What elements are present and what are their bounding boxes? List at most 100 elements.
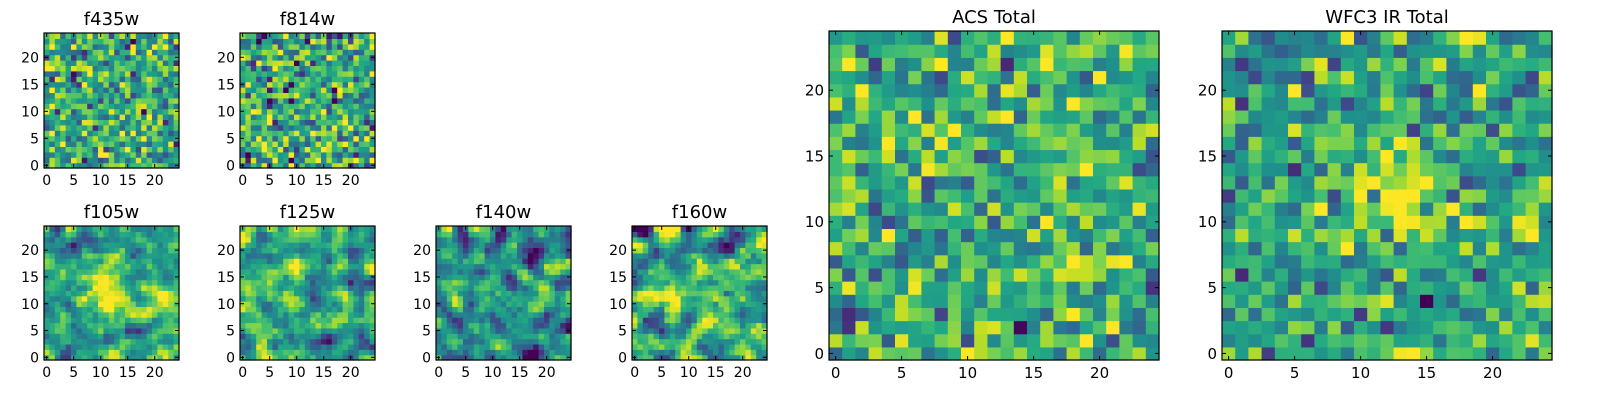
heatmap-cell bbox=[152, 284, 158, 291]
heatmap-cell bbox=[304, 247, 311, 254]
heatmap-cell bbox=[256, 157, 263, 164]
heatmap-cell bbox=[152, 349, 158, 356]
heatmap-cell bbox=[723, 290, 730, 297]
heatmap-cell bbox=[723, 236, 730, 243]
heatmap-cell bbox=[353, 284, 360, 291]
heatmap-cell bbox=[495, 290, 502, 297]
heatmap-cell bbox=[315, 354, 322, 361]
heatmap-cell bbox=[868, 333, 883, 348]
heatmap-cell bbox=[369, 130, 376, 137]
heatmap-cell bbox=[261, 290, 268, 297]
heatmap-cell bbox=[1499, 346, 1513, 361]
heatmap-cell bbox=[637, 306, 644, 313]
heatmap-cell bbox=[511, 338, 518, 345]
heatmap-cell bbox=[756, 311, 763, 318]
heatmap-cell bbox=[108, 141, 115, 147]
heatmap-cell bbox=[326, 258, 333, 265]
heatmap-cell bbox=[310, 301, 317, 307]
heatmap-cell bbox=[1486, 281, 1500, 295]
heatmap-cell bbox=[125, 338, 131, 345]
heatmap-cell bbox=[103, 124, 110, 131]
heatmap-cell bbox=[560, 343, 567, 350]
heatmap-cell bbox=[103, 135, 110, 142]
heatmap-cell bbox=[934, 109, 949, 124]
heatmap-cell bbox=[1053, 109, 1068, 124]
heatmap-cell bbox=[364, 157, 371, 164]
heatmap-cell bbox=[76, 130, 83, 137]
heatmap-cell bbox=[261, 60, 268, 66]
heatmap-cell bbox=[299, 274, 306, 281]
heatmap-cell bbox=[452, 274, 459, 281]
heatmap-cell bbox=[71, 54, 77, 61]
heatmap-cell bbox=[337, 242, 344, 249]
heatmap-cell bbox=[947, 162, 962, 177]
heatmap-cell bbox=[135, 311, 142, 318]
heatmap-cell bbox=[114, 311, 121, 318]
heatmap-cell bbox=[517, 274, 523, 281]
heatmap-cell bbox=[108, 268, 115, 275]
heatmap-cell bbox=[908, 202, 922, 216]
heatmap-cell bbox=[130, 108, 137, 115]
heatmap-cell bbox=[49, 242, 56, 249]
heatmap-cell bbox=[321, 43, 327, 50]
heatmap-cell bbox=[511, 354, 518, 361]
heatmap-cell bbox=[358, 284, 365, 291]
heatmap-cell bbox=[353, 333, 360, 340]
heatmap-cell bbox=[130, 263, 137, 270]
heatmap-cell bbox=[250, 301, 257, 307]
heatmap-cell bbox=[310, 108, 317, 115]
heatmap-cell bbox=[369, 279, 376, 286]
heatmap-cell bbox=[294, 317, 300, 324]
heatmap-cell bbox=[168, 65, 175, 72]
heatmap-cell bbox=[240, 65, 246, 72]
heatmap-cell bbox=[1040, 267, 1054, 282]
heatmap-cell bbox=[310, 92, 317, 99]
heatmap-cell bbox=[288, 354, 295, 361]
heatmap-cell bbox=[71, 157, 77, 164]
heatmap-cell bbox=[522, 226, 529, 232]
heatmap-cell bbox=[1013, 188, 1028, 203]
heatmap-cell bbox=[272, 33, 279, 39]
heatmap-cell bbox=[881, 123, 896, 137]
heatmap-cell bbox=[162, 354, 169, 361]
heatmap-cell bbox=[908, 149, 922, 164]
heatmap-cell bbox=[364, 327, 371, 334]
heatmap-cell bbox=[162, 146, 169, 153]
heatmap-cell bbox=[315, 252, 322, 259]
heatmap-cell bbox=[495, 306, 502, 313]
heatmap-cell bbox=[135, 317, 142, 324]
heatmap-cell bbox=[152, 247, 158, 254]
heatmap-cell bbox=[495, 333, 502, 340]
y-tick-label: 0 bbox=[30, 158, 39, 174]
heatmap-cell bbox=[855, 267, 870, 282]
heatmap-cell bbox=[1079, 215, 1094, 229]
heatmap-cell bbox=[261, 54, 268, 61]
heatmap-cell bbox=[1040, 281, 1054, 295]
heatmap-cell bbox=[162, 87, 169, 93]
heatmap-cell bbox=[103, 322, 110, 329]
heatmap-cell bbox=[468, 284, 475, 291]
heatmap-cell bbox=[272, 114, 279, 120]
heatmap-cell bbox=[240, 76, 246, 83]
heatmap-cell bbox=[1393, 254, 1408, 269]
heatmap-cell bbox=[1301, 333, 1315, 348]
heatmap-cell bbox=[283, 60, 290, 66]
heatmap-cell bbox=[157, 114, 164, 120]
heatmap-cell bbox=[310, 236, 317, 243]
heatmap-cell bbox=[152, 146, 158, 153]
heatmap-cell bbox=[65, 141, 72, 147]
heatmap-cell bbox=[304, 130, 311, 137]
heatmap-cell bbox=[321, 290, 327, 297]
heatmap-cell bbox=[240, 322, 246, 329]
heatmap-cell bbox=[707, 354, 714, 361]
heatmap-cell bbox=[463, 258, 469, 265]
heatmap-cell bbox=[436, 258, 442, 265]
heatmap-cell bbox=[250, 258, 257, 265]
heatmap-cell bbox=[157, 327, 164, 334]
heatmap-cell bbox=[92, 135, 99, 142]
heatmap-cell bbox=[855, 215, 870, 229]
heatmap-cell bbox=[152, 108, 158, 115]
heatmap-cell bbox=[750, 284, 757, 291]
heatmap-cell bbox=[1235, 162, 1249, 177]
heatmap-cell bbox=[1274, 228, 1289, 243]
